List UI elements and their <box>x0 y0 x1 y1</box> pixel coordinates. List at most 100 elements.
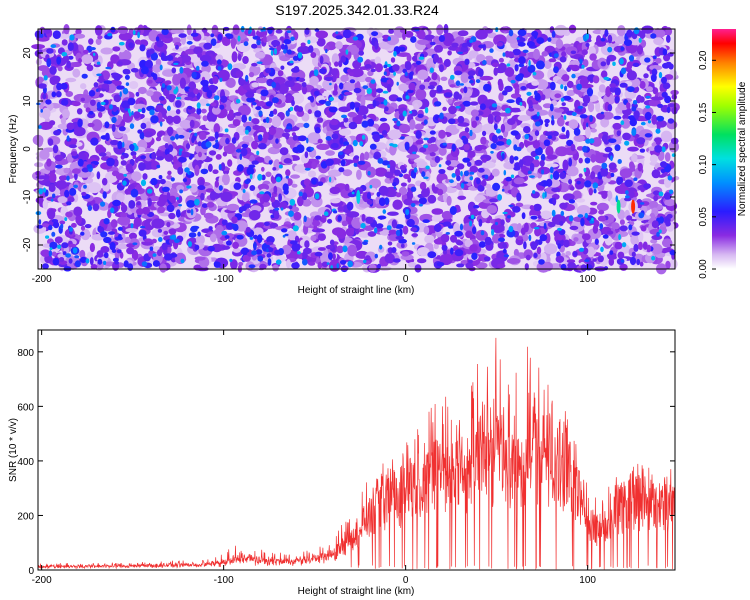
heatmap-cell <box>586 122 589 128</box>
heatmap-cell <box>77 158 84 167</box>
heatmap-cell <box>129 144 135 152</box>
heatmap-cell <box>607 34 613 44</box>
heatmap-cell <box>188 232 197 238</box>
heatmap-cell <box>497 135 504 140</box>
heatmap-cell <box>139 225 146 229</box>
heatmap-cell <box>265 101 273 107</box>
heatmap-cell <box>626 70 638 81</box>
heatmap-cell <box>163 88 170 97</box>
heatmap-cell <box>261 166 265 172</box>
heatmap-cell <box>123 173 127 177</box>
heatmap-cell <box>429 67 434 73</box>
heatmap-cell <box>506 228 516 238</box>
heatmap-cell <box>68 258 73 264</box>
heatmap-cell <box>442 221 452 227</box>
heatmap-cell <box>284 30 289 39</box>
heatmap-cell <box>566 259 576 264</box>
heatmap-cell <box>608 162 617 171</box>
heatmap-cell <box>374 253 378 259</box>
heatmap-cell <box>163 230 169 235</box>
heatmap-cell <box>38 83 47 89</box>
heatmap-cell <box>561 126 566 133</box>
heatmap-cell <box>251 102 257 106</box>
heatmap-cell <box>665 260 671 270</box>
heatmap-cell <box>150 91 163 103</box>
heatmap-cell <box>356 169 362 180</box>
heatmap-cell <box>174 238 180 243</box>
heatmap-cell <box>556 116 565 127</box>
heatmap-cell <box>307 132 321 144</box>
heatmap-cell <box>577 214 584 218</box>
heatmap-cell <box>172 37 181 44</box>
heatmap-cell <box>77 153 87 161</box>
heatmap-cell <box>559 134 568 140</box>
heatmap-cell <box>179 189 184 194</box>
heatmap-cell <box>553 66 559 74</box>
heatmap-cell <box>457 195 467 200</box>
heatmap-cell <box>38 125 42 129</box>
heatmap-cell <box>80 97 86 102</box>
heatmap-cell <box>51 231 56 237</box>
heatmap-cell <box>464 127 470 133</box>
heatmap-cell <box>424 107 429 114</box>
heatmap-cell <box>664 74 674 80</box>
heatmap-cell <box>214 142 220 150</box>
heatmap-cell <box>610 155 613 162</box>
heatmap-cell <box>493 123 498 131</box>
heatmap-cell <box>434 155 441 164</box>
heatmap-cell <box>628 224 633 231</box>
heatmap-cell <box>387 36 391 41</box>
heatmap-cell <box>271 81 277 88</box>
snr-x-axis-label: Height of straight line (km) <box>298 586 415 597</box>
heatmap-cell <box>49 66 57 75</box>
heatmap-cell <box>478 218 483 227</box>
heatmap-cell <box>582 59 589 68</box>
heatmap-cell <box>72 68 81 78</box>
heatmap-cell <box>66 135 70 142</box>
heatmap-cell <box>155 36 160 42</box>
heatmap-cell <box>293 211 302 221</box>
heatmap-cell <box>433 53 440 63</box>
heatmap-cell <box>54 154 64 162</box>
heatmap-cell <box>573 127 581 136</box>
heatmap-cell <box>230 36 236 49</box>
heatmap-cell <box>502 52 506 57</box>
heatmap-cell <box>232 247 241 253</box>
heatmap-cell <box>304 27 310 35</box>
colorbar-ticks: 0.000.050.100.150.20 <box>698 50 716 279</box>
heatmap-cell <box>57 244 62 249</box>
heatmap-cell <box>48 250 53 257</box>
heatmap-cell <box>151 218 165 229</box>
heatmap-cell <box>77 118 83 128</box>
heatmap-cell <box>644 133 653 138</box>
heatmap-cell <box>55 91 62 98</box>
heatmap-cell <box>161 28 169 35</box>
heatmap-cell <box>158 175 163 180</box>
heatmap-cell <box>650 74 657 82</box>
heatmap-cell <box>245 74 249 82</box>
heatmap-cell <box>431 72 438 81</box>
heatmap-cell <box>265 241 274 246</box>
heatmap-cell <box>290 36 295 42</box>
heatmap-cell <box>529 175 535 179</box>
heatmap-cell <box>547 221 556 228</box>
heatmap-cell <box>244 179 250 185</box>
heatmap-cell <box>661 76 667 84</box>
heatmap-cell <box>393 50 397 57</box>
heatmap-cell <box>297 45 311 55</box>
heatmap-cell <box>477 167 485 173</box>
heatmap-cell <box>616 25 626 37</box>
heatmap-cell <box>170 136 176 141</box>
heatmap-cell <box>200 192 205 201</box>
heatmap-cell <box>110 207 115 214</box>
heatmap-cell <box>423 144 429 149</box>
heatmap-cell <box>116 61 123 66</box>
heatmap-cell <box>313 69 319 77</box>
heatmap-cell <box>474 145 483 152</box>
heatmap-cell <box>598 84 606 93</box>
heatmap-cell <box>666 106 671 114</box>
heatmap-cell <box>345 227 355 237</box>
heatmap-cell <box>528 99 533 108</box>
heatmap-cell <box>287 76 293 81</box>
heatmap-cell <box>352 36 359 41</box>
